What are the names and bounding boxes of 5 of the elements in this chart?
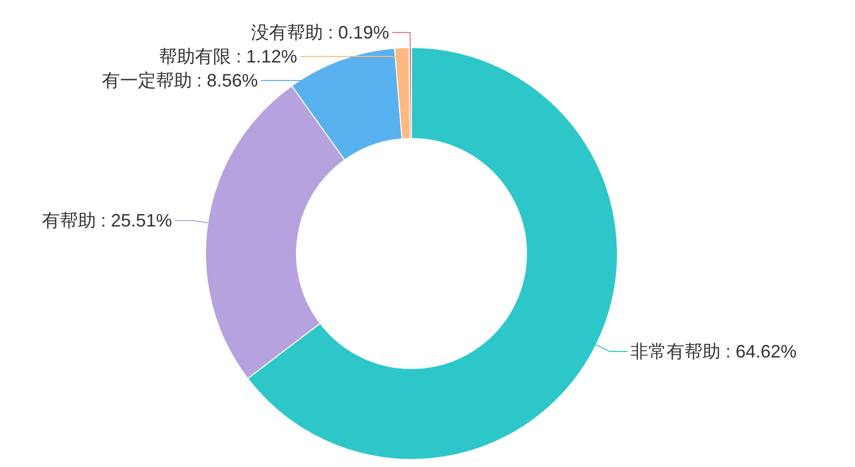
slice-label: 没有帮助 : 0.19%: [251, 22, 390, 43]
slice-label: 非常有帮助 : 64.62%: [630, 341, 797, 362]
slice-label: 帮助有限 : 1.12%: [159, 46, 298, 67]
slice-label: 有一定帮助 : 8.56%: [102, 70, 258, 91]
slice-label: 有帮助 : 25.51%: [42, 210, 172, 231]
